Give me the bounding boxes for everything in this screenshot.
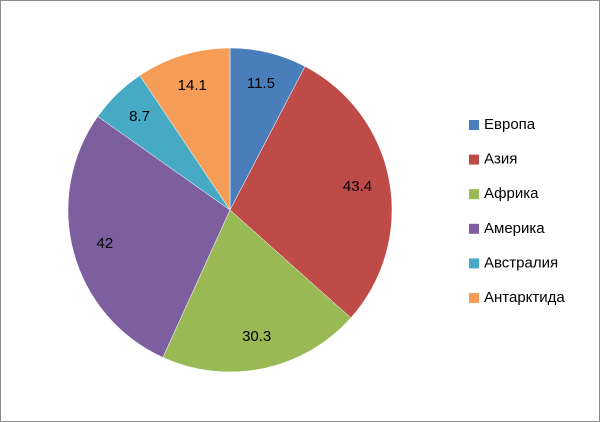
legend-swatch — [469, 223, 479, 234]
data-label: 11.5 — [247, 75, 275, 92]
data-label: 30.3 — [242, 328, 271, 345]
legend-label: Антарктида — [484, 289, 565, 306]
legend-swatch — [469, 258, 479, 269]
legend-swatch — [469, 154, 479, 165]
legend-label: Австралия — [484, 254, 558, 271]
legend-label: Америка — [484, 220, 545, 237]
data-label: 42 — [97, 235, 114, 252]
data-label: 8.7 — [129, 108, 150, 125]
legend-swatch — [469, 120, 479, 130]
pie-slice — [162, 209, 352, 373]
pie-slice — [67, 116, 231, 358]
legend-label: Азия — [484, 151, 517, 168]
data-label: 14.1 — [178, 77, 207, 94]
legend-label: Африка — [484, 185, 539, 202]
pie-slice — [229, 66, 393, 319]
legend-swatch — [469, 293, 479, 303]
data-label: 43.4 — [343, 178, 372, 195]
pie-slice — [139, 47, 231, 211]
legend-swatch — [469, 189, 479, 200]
legend-label: Европа — [484, 116, 536, 133]
